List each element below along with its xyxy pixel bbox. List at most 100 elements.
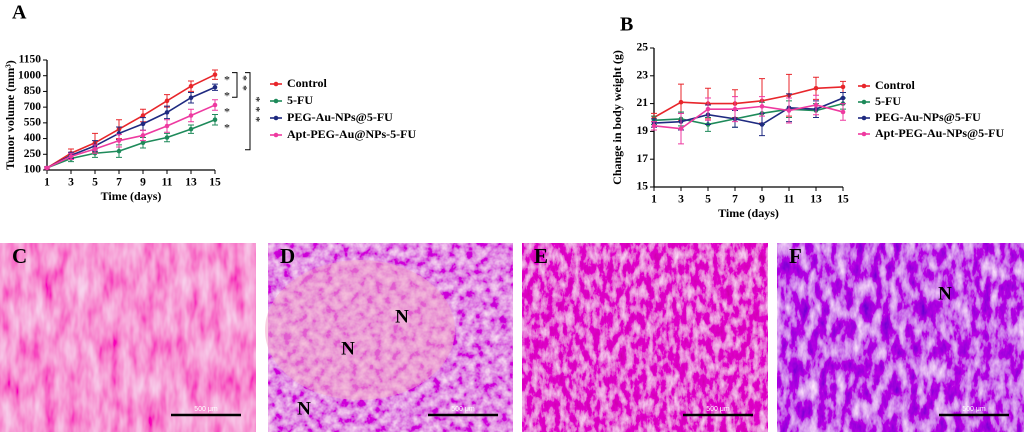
y-tick-label: 250: [24, 148, 42, 160]
image-e: [522, 243, 768, 432]
y-tick-label: 1150: [19, 54, 42, 66]
panel-label: E: [534, 244, 548, 268]
data-point: [786, 108, 792, 113]
data-point: [164, 135, 170, 140]
data-point: [116, 148, 122, 154]
x-tick-label: 5: [92, 177, 98, 189]
legend-label: PEG-Au-NPs@5-FU: [287, 110, 393, 124]
x-tick-label: 11: [162, 177, 173, 189]
legend-label: Control: [287, 76, 327, 90]
data-point: [840, 109, 846, 115]
data-point: [813, 102, 819, 108]
y-tick-label: 25: [637, 42, 649, 54]
legend-label: Apt-PEG-Au@NPs-5-FU: [287, 127, 416, 141]
necrotic-zone: [265, 260, 455, 400]
data-point: [164, 110, 170, 115]
data-point: [188, 83, 194, 89]
region-label: N: [341, 338, 355, 359]
data-point: [732, 106, 738, 112]
data-point: [813, 86, 819, 91]
region-label: N: [395, 306, 409, 327]
y-tick-label: 700: [24, 101, 42, 113]
legend-marker: [861, 131, 867, 137]
y-tick-label: 400: [24, 132, 42, 144]
legend-label: Apt-PEG-Au-NPs@5-FU: [875, 126, 1004, 140]
panel-label: C: [12, 244, 27, 268]
legend-marker: [861, 99, 867, 105]
data-point: [212, 117, 218, 123]
y-axis-label: Change in body weight (g): [610, 50, 624, 185]
data-point: [212, 102, 218, 108]
legend-marker: [273, 132, 279, 138]
y-tick-label: 17: [637, 153, 649, 165]
data-point: [140, 121, 146, 127]
x-tick-label: 1: [44, 177, 50, 189]
y-tick-label: 850: [24, 85, 42, 97]
legend-marker: [273, 115, 279, 121]
x-tick-label: 5: [705, 194, 711, 206]
y-tick-label: 550: [24, 116, 42, 128]
data-point: [92, 146, 98, 152]
x-axis-label: Time (days): [101, 189, 162, 203]
series-line: [46, 86, 216, 169]
legend-marker: [861, 115, 867, 121]
significance-bracket: [232, 72, 238, 98]
data-point: [212, 84, 218, 90]
x-tick-label: 15: [837, 194, 849, 206]
scale-label: 500 μm: [194, 406, 218, 413]
region-label: N: [297, 398, 311, 419]
image-f: [777, 243, 1024, 432]
series-line: [653, 97, 844, 126]
y-tick-label: 1000: [18, 69, 41, 81]
significance: *: [224, 72, 230, 86]
data-point: [705, 106, 711, 112]
legend-label: PEG-Au-NPs@5-FU: [875, 110, 981, 124]
scale-label: 500 μm: [451, 406, 475, 413]
data-point: [164, 98, 170, 104]
data-point: [651, 123, 657, 129]
data-point: [212, 72, 218, 77]
legend-marker: [273, 98, 279, 104]
scale-label: 500 μm: [706, 406, 730, 413]
panel-label: D: [280, 244, 295, 268]
x-tick-label: 1: [651, 194, 657, 206]
legend-marker: [861, 83, 867, 89]
x-tick-label: 9: [759, 194, 765, 206]
legend-label: Control: [875, 78, 915, 92]
legend-label: 5-FU: [287, 93, 313, 107]
y-tick-label: 15: [637, 181, 649, 193]
x-tick-label: 13: [185, 177, 197, 189]
x-tick-label: 7: [116, 177, 122, 189]
series-line: [46, 118, 216, 169]
x-tick-label: 3: [68, 177, 74, 189]
x-tick-label: 7: [732, 194, 738, 206]
x-tick-label: 13: [810, 194, 822, 206]
data-point: [840, 95, 846, 101]
significance: *: [224, 88, 230, 102]
series-line: [46, 104, 216, 169]
y-tick-label: 21: [637, 97, 649, 109]
data-point: [140, 140, 146, 146]
data-point: [759, 104, 765, 109]
significance-bracket: [245, 72, 251, 151]
data-point: [68, 154, 74, 159]
data-point: [678, 99, 684, 105]
y-tick-label: 23: [637, 69, 649, 81]
image-c: [0, 243, 256, 432]
histology-images: [0, 243, 1024, 432]
significance: **: [236, 75, 250, 95]
panel-label: F: [789, 244, 802, 268]
panel-label: B: [620, 14, 633, 36]
x-tick-label: 9: [140, 177, 146, 189]
scale-label: 500 μm: [962, 406, 986, 413]
series-line: [46, 73, 216, 169]
x-tick-label: 15: [209, 177, 221, 189]
legend-marker: [273, 81, 279, 87]
region-label: N: [938, 283, 952, 304]
y-axis-label: Tumor volume (mm³): [3, 60, 17, 170]
data-point: [140, 133, 146, 138]
significance: *: [224, 104, 230, 118]
x-tick-label: 3: [678, 194, 684, 206]
data-point: [840, 84, 846, 90]
